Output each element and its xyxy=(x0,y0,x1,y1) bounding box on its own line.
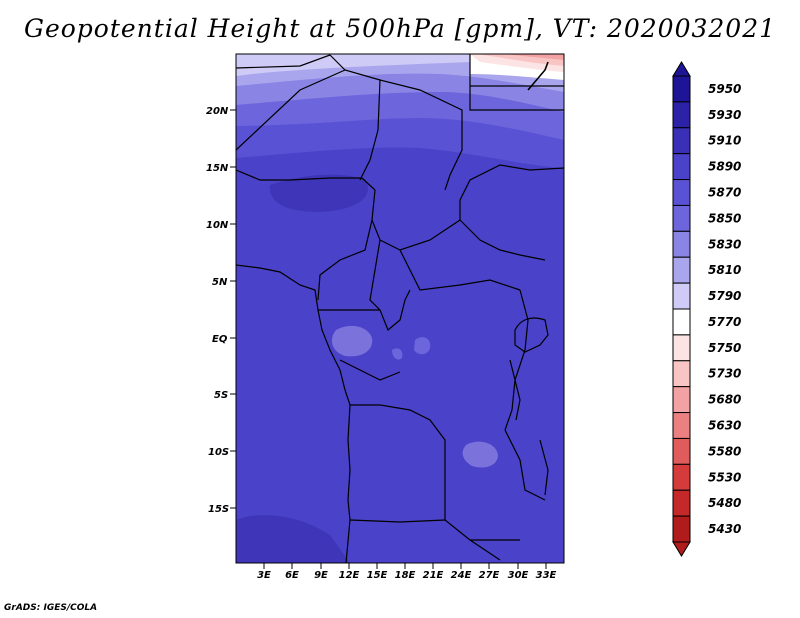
lon-label-9e: 9E xyxy=(314,570,328,581)
border-botswana xyxy=(469,539,501,561)
grads-credit: GrADS: IGES/COLA xyxy=(4,603,98,613)
band-5890-north xyxy=(269,174,368,212)
lon-axis: 3E 6E 9E 12E 15E 18E 21E 24E 27E 30E 33E xyxy=(257,563,557,581)
border-gabon-congo xyxy=(339,359,401,381)
lon-label-12e: 12E xyxy=(339,570,360,581)
border-angola-drc xyxy=(350,404,446,470)
colorbar-bottom-arrow xyxy=(672,541,691,557)
colorbar-swatch-5810 xyxy=(672,256,691,284)
lat-label-15s: 15S xyxy=(208,504,229,515)
colorbar-swatch-5430 xyxy=(672,515,691,543)
colorbar-swatch-5770 xyxy=(672,308,691,336)
colorbar-label-5870: 5870 xyxy=(708,186,741,200)
colorbar-label-5830: 5830 xyxy=(708,237,741,251)
colorbar: 5950 5930 5910 5890 5870 5850 5830 5810 5790 5770… xyxy=(672,61,741,557)
gulf-of-suez xyxy=(527,61,549,91)
lon-label-30e: 30E xyxy=(508,570,529,581)
border-drc-east xyxy=(504,289,529,431)
lat-label-5s: 5S xyxy=(214,390,228,401)
lat-label-10s: 10S xyxy=(208,447,229,458)
lat-label-eq: EQ xyxy=(212,334,228,345)
coast-west-africa xyxy=(236,264,351,563)
colorbar-label-5950: 5950 xyxy=(708,82,741,96)
border-mali-niger xyxy=(236,69,346,151)
map-title: Geopotential Height at 500hPa [gpm], VT:… xyxy=(23,14,777,43)
band-5890-south xyxy=(236,515,350,563)
patch-gabon xyxy=(331,325,373,357)
patch-congo xyxy=(414,337,431,355)
patch-congo-2 xyxy=(392,348,403,360)
lat-label-15n: 15N xyxy=(206,163,229,174)
colorbar-swatch-5730 xyxy=(672,360,691,388)
colorbar-swatch-5870 xyxy=(672,179,691,206)
colorbar-label-5910: 5910 xyxy=(708,134,741,148)
border-angola-namibia xyxy=(444,470,520,541)
colorbar-label-5580: 5580 xyxy=(708,444,741,458)
lat-label-20n: 20N xyxy=(206,106,229,117)
colorbar-label-5810: 5810 xyxy=(708,263,741,277)
colorbar-swatch-5910 xyxy=(672,127,691,155)
colorbar-label-5680: 5680 xyxy=(708,393,741,407)
lat-axis: 20N 15N 10N 5N EQ 5S 10S 15S xyxy=(206,106,236,515)
border-egypt-libya xyxy=(469,54,564,111)
colorbar-label-5930: 5930 xyxy=(708,108,741,122)
map-frame xyxy=(235,53,565,564)
band-5680 xyxy=(495,54,564,60)
lon-label-15e: 15E xyxy=(367,570,388,581)
border-nigeria-cameroon xyxy=(317,219,373,301)
colorbar-swatch-5890 xyxy=(672,153,691,181)
colorbar-label-5530: 5530 xyxy=(708,470,741,484)
border-zambia xyxy=(504,429,546,501)
border-niger-nigeria xyxy=(236,169,362,181)
border-algeria-mali xyxy=(236,54,331,69)
colorbar-swatch-5530 xyxy=(672,463,691,491)
colorbar-label-5850: 5850 xyxy=(708,211,741,225)
patch-zambia xyxy=(462,441,498,468)
lon-label-21e: 21E xyxy=(423,570,444,581)
colorbar-swatch-5850 xyxy=(672,204,691,232)
colorbar-swatch-5950 xyxy=(672,75,691,103)
country-borders xyxy=(236,54,564,561)
colorbar-label-5790: 5790 xyxy=(708,289,741,303)
colorbar-swatch-5680 xyxy=(672,386,691,414)
colorbar-label-5730: 5730 xyxy=(708,367,741,381)
border-south-sudan xyxy=(459,219,546,261)
colorbar-label-5890: 5890 xyxy=(708,160,741,174)
border-car-drc xyxy=(399,249,521,291)
colorbar-swatch-5630 xyxy=(672,412,691,439)
lake-victoria xyxy=(514,317,549,353)
colorbar-swatch-5830 xyxy=(672,230,691,258)
lon-label-6e: 6E xyxy=(285,570,299,581)
lon-label-33e: 33E xyxy=(536,570,557,581)
border-namibia xyxy=(349,519,446,523)
colorbar-swatch-5930 xyxy=(672,101,691,129)
colorbar-top-arrow xyxy=(672,61,691,77)
lon-label-18e: 18E xyxy=(395,570,416,581)
band-5790 xyxy=(236,54,470,76)
colorbar-label-5630: 5630 xyxy=(708,419,741,433)
colorbar-swatch-5580 xyxy=(672,437,691,465)
border-cameroon-car xyxy=(369,239,381,311)
border-niger-libya xyxy=(329,54,381,181)
border-congo xyxy=(379,289,411,331)
colorbar-label-5480: 5480 xyxy=(708,496,741,510)
colorbar-label-5770: 5770 xyxy=(708,315,741,329)
coastline xyxy=(236,61,549,563)
lat-label-10n: 10N xyxy=(206,220,229,231)
map-field xyxy=(236,54,564,563)
colorbar-label-5750: 5750 xyxy=(708,341,741,355)
colorbar-swatch-5750 xyxy=(672,334,691,362)
lon-label-27e: 27E xyxy=(479,570,500,581)
border-chad-libya xyxy=(379,79,463,191)
lon-label-3e: 3E xyxy=(257,570,271,581)
colorbar-swatch-5480 xyxy=(672,489,691,517)
lake-tanganyika xyxy=(509,359,521,421)
colorbar-label-5430: 5430 xyxy=(708,522,741,536)
colorbar-swatch-5790 xyxy=(672,282,691,310)
lon-label-24e: 24E xyxy=(451,570,472,581)
border-sudan xyxy=(459,164,564,201)
lat-label-5n: 5N xyxy=(212,277,228,288)
lake-malawi xyxy=(539,439,549,496)
